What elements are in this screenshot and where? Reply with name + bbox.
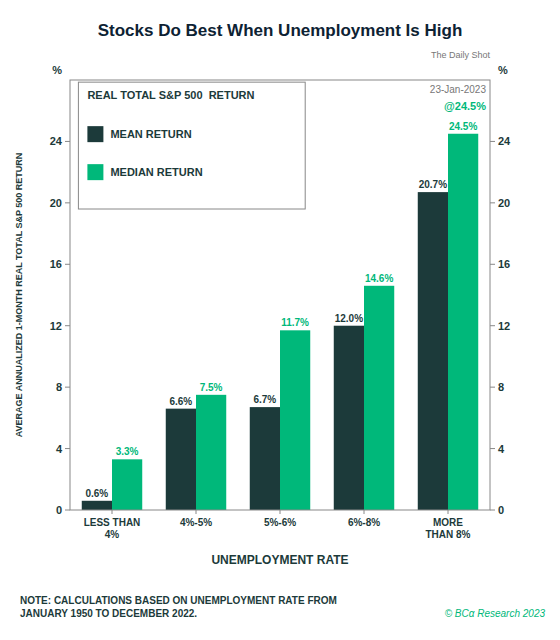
data-label: 20.7% xyxy=(419,179,447,190)
x-tick-label: MORETHAN 8% xyxy=(425,517,470,540)
data-label: 24.5% xyxy=(449,121,477,132)
y-tick-label: 8 xyxy=(56,381,62,393)
data-label: 6.7% xyxy=(253,394,276,405)
y2-unit: % xyxy=(498,64,508,76)
background xyxy=(0,0,560,640)
annotation: @24.5% xyxy=(444,100,486,112)
x-tick-label-line: 4% xyxy=(105,529,120,540)
title: Stocks Do Best When Unemployment Is High xyxy=(98,21,463,40)
y2-tick-label: 24 xyxy=(498,135,511,147)
legend-label: MEAN RETURN xyxy=(110,128,191,140)
y2-tick-label: 16 xyxy=(498,258,510,270)
copyright: © BCα Research 2023 xyxy=(445,608,546,619)
y2-tick-label: 4 xyxy=(498,443,505,455)
legend-swatch xyxy=(87,164,103,180)
y-tick xyxy=(65,141,70,142)
source: The Daily Shot xyxy=(431,50,491,60)
y2-tick xyxy=(490,448,495,449)
bar xyxy=(364,286,394,510)
y-tick-label: 16 xyxy=(50,258,62,270)
bar xyxy=(280,330,310,510)
data-label: 0.6% xyxy=(85,488,108,499)
x-tick xyxy=(196,510,197,514)
x-tick-label-line: 4%-5% xyxy=(180,517,212,528)
x-tick-label-line: LESS THAN xyxy=(84,517,141,528)
y2-tick xyxy=(490,387,495,388)
x-tick-label-line: 5%-6% xyxy=(264,517,296,528)
y-tick xyxy=(65,387,70,388)
x-tick xyxy=(280,510,281,514)
y-tick-label: 4 xyxy=(56,443,63,455)
note-line: NOTE: CALCULATIONS BASED ON UNEMPLOYMENT… xyxy=(20,595,337,606)
legend-swatch xyxy=(87,126,103,142)
x-tick xyxy=(364,510,365,514)
bar xyxy=(448,134,478,510)
bar xyxy=(334,326,364,510)
x-tick-label-line: THAN 8% xyxy=(425,529,470,540)
x-tick xyxy=(112,510,113,514)
data-label: 6.6% xyxy=(169,396,192,407)
y2-tick xyxy=(490,510,495,511)
bar xyxy=(250,407,280,510)
bar xyxy=(166,409,196,510)
y-tick xyxy=(65,202,70,203)
plot-frame xyxy=(70,80,490,510)
y-label: AVERAGE ANNUALIZED 1-MONTH REAL TOTAL S&… xyxy=(14,153,24,438)
data-label: 11.7% xyxy=(281,317,309,328)
data-label: 7.5% xyxy=(200,382,223,393)
x-tick-label: 5%-6% xyxy=(264,517,296,528)
x-tick-label: 6%-8% xyxy=(348,517,380,528)
legend-label: MEDIAN RETURN xyxy=(110,166,202,178)
x-tick-label: 4%-5% xyxy=(180,517,212,528)
y-tick xyxy=(65,510,70,511)
bar xyxy=(196,395,226,510)
x-tick-label-line: MORE xyxy=(433,517,463,528)
legend-box xyxy=(78,82,305,209)
y2-tick-label: 0 xyxy=(498,504,504,516)
y2-tick xyxy=(490,141,495,142)
x-label: UNEMPLOYMENT RATE xyxy=(211,553,348,567)
y2-tick xyxy=(490,202,495,203)
bar xyxy=(418,192,448,510)
y-tick-label: 0 xyxy=(56,504,62,516)
x-tick-label: LESS THAN4% xyxy=(84,517,141,540)
data-label: 14.6% xyxy=(365,273,393,284)
y2-tick-label: 12 xyxy=(498,320,510,332)
y-tick xyxy=(65,448,70,449)
y2-tick-label: 8 xyxy=(498,381,504,393)
bar xyxy=(112,459,142,510)
x-tick-label-line: 6%-8% xyxy=(348,517,380,528)
y2-tick xyxy=(490,325,495,326)
y-tick-label: 12 xyxy=(50,320,62,332)
y-tick xyxy=(65,325,70,326)
chart: Stocks Do Best When Unemployment Is High… xyxy=(0,0,560,640)
bar xyxy=(82,501,112,510)
y-unit: % xyxy=(52,64,62,76)
subtitle: REAL TOTAL S&P 500 RETURN xyxy=(87,89,254,101)
y-tick xyxy=(65,264,70,265)
data-label: 12.0% xyxy=(335,313,363,324)
y2-tick xyxy=(490,264,495,265)
y-tick-label: 20 xyxy=(50,197,62,209)
y-tick-label: 24 xyxy=(50,135,63,147)
date-label: 23-Jan-2023 xyxy=(430,84,487,95)
data-label: 3.3% xyxy=(116,446,139,457)
y2-tick-label: 20 xyxy=(498,197,510,209)
note: NOTE: CALCULATIONS BASED ON UNEMPLOYMENT… xyxy=(20,595,337,619)
x-tick xyxy=(448,510,449,514)
note-line: JANUARY 1950 TO DECEMBER 2022. xyxy=(20,608,197,619)
